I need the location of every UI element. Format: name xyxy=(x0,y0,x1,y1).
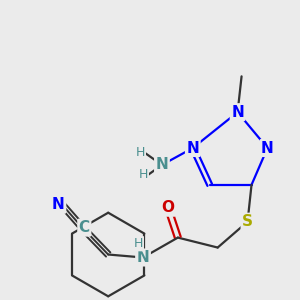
Text: C: C xyxy=(79,220,90,235)
Text: N: N xyxy=(52,197,65,212)
Text: N: N xyxy=(261,140,274,155)
Text: N: N xyxy=(186,140,199,155)
Text: N: N xyxy=(156,158,168,172)
Text: H: H xyxy=(138,168,148,182)
Text: S: S xyxy=(242,214,253,229)
Text: N: N xyxy=(231,105,244,120)
Text: N: N xyxy=(137,250,149,265)
Text: O: O xyxy=(161,200,174,215)
Text: H: H xyxy=(135,146,145,160)
Text: H: H xyxy=(134,237,143,250)
